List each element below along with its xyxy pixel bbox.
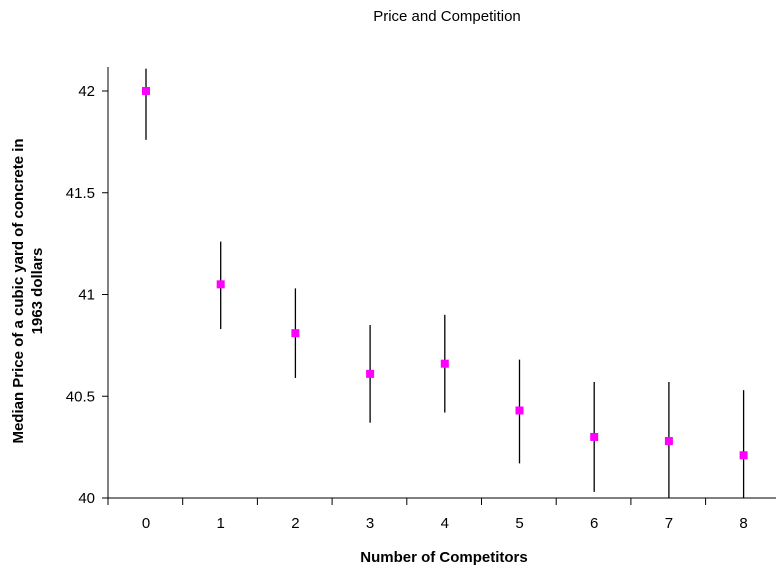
data-point: [216, 280, 225, 289]
chart-title: Price and Competition: [373, 8, 521, 25]
data-point: [664, 437, 673, 446]
data-point: [440, 359, 449, 368]
y-tick-label: 40.5: [66, 388, 95, 405]
plot-area: 40 40.5 41 41.5 42 0 1 2 3 4 5 6 7 8: [66, 67, 776, 532]
x-tick-label: 3: [366, 515, 374, 532]
x-tick-label: 4: [441, 515, 449, 532]
data-point: [291, 329, 300, 338]
x-tick-label: 0: [142, 515, 150, 532]
x-axis-ticks: 0 1 2 3 4 5 6 7 8: [107, 498, 748, 532]
data-point: [590, 432, 599, 441]
x-tick-label: 8: [739, 515, 747, 532]
y-tick-label: 41.5: [66, 185, 95, 202]
y-axis-title: Median Price of a cubic yard of concrete…: [10, 138, 46, 443]
x-tick-label: 6: [590, 515, 598, 532]
x-tick-label: 7: [665, 515, 673, 532]
y-axis-ticks: 40 40.5 41 41.5 42: [66, 83, 108, 507]
data-point: [366, 369, 375, 378]
data-point: [739, 451, 748, 460]
x-axis-title: Number of Competitors: [360, 549, 528, 566]
x-tick-label: 2: [291, 515, 299, 532]
y-tick-label: 42: [78, 83, 95, 100]
y-tick-label: 40: [78, 490, 95, 507]
data-point: [515, 406, 524, 415]
data-markers: [142, 87, 748, 460]
y-axis-title-line-1: Median Price of a cubic yard of concrete…: [10, 138, 27, 443]
error-bars: [145, 68, 745, 498]
x-tick-label: 5: [515, 515, 523, 532]
y-tick-label: 41: [78, 287, 95, 304]
data-point: [142, 87, 150, 95]
x-tick-label: 1: [217, 515, 225, 532]
y-axis-title-line-2: 1963 dollars: [29, 248, 46, 335]
